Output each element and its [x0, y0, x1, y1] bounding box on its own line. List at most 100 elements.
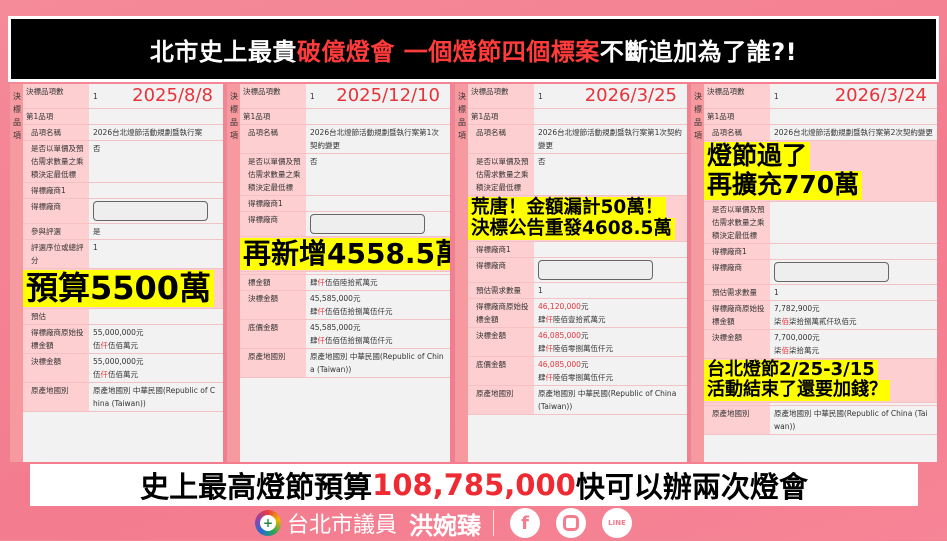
table-row: 得標廠商: [23, 199, 223, 224]
table-row: 品項名稱 2026台北燈節活動規劃暨執行案: [23, 125, 223, 141]
value-segment: 46,085,000: [538, 359, 581, 369]
table-row: 得標廠商: [240, 212, 450, 237]
facebook-icon[interactable]: f: [510, 508, 541, 538]
value-segment: 1: [538, 285, 543, 295]
row-label: 得標廠商: [468, 257, 534, 282]
row-label: 得標廠商1: [240, 196, 306, 211]
headline-segment: 北市史上最貴: [149, 37, 297, 66]
table-row: 得標廠商1: [704, 243, 937, 260]
row-label: 決標金額: [468, 327, 534, 356]
row-value: [534, 258, 687, 282]
value-segment: 45,585,000元: [310, 294, 361, 304]
highlight-period-2: 活動結束了還要加錢？: [704, 379, 890, 401]
tender-panel-2: 決標品項決標品項數 1 2025/12/10 第1品項 品項名稱 2026台北燈節活動規劃…: [227, 84, 450, 462]
value-segment: 肆: [310, 336, 318, 346]
row-label: 得標廠商: [240, 212, 306, 236]
summary-caption: 史上最高燈節預算 108,785,000 快可以辦兩次燈會: [30, 464, 918, 506]
value-segment: 仟: [100, 340, 109, 350]
highlight-absurd-2: 決標公告重發4608.5萬: [468, 218, 675, 240]
value-segment: 仟: [545, 314, 554, 324]
redacted-vendor-box: [310, 214, 425, 234]
row-value: 7,700,000元 柒佰柒拾萬元: [770, 330, 937, 358]
row-value: 否: [306, 154, 450, 195]
table-row: 是否以單價及預估需求數量之乘積決定最低標否: [468, 154, 687, 196]
value-segment: 1: [774, 287, 779, 297]
side-label: 決標品項: [692, 84, 704, 462]
value-segment: 是: [93, 227, 101, 236]
caption-prefix: 史上最高燈節預算: [140, 470, 373, 504]
row-value: [306, 196, 450, 211]
row-label: 是否以單價及預估需求數量之乘積決定最低標: [704, 201, 770, 243]
value-segment: 伍佰萬元: [108, 340, 138, 350]
value-segment: 伍佰伍拾捌萬伍仟元: [325, 307, 393, 317]
row-value: 55,000,000元 伍仟伍佰萬元: [89, 354, 223, 382]
table-row: 底價金額 46,085,000元 肆仟陸佰零捌萬伍仟元: [468, 356, 687, 386]
value-segment: 肆: [538, 343, 546, 353]
panel-date-1: 2025/8/8: [132, 85, 213, 106]
side-label: 決標品項: [11, 84, 23, 462]
value-segment: 仟: [545, 372, 554, 382]
row-value: 46,085,000元 肆仟陸佰零捌萬伍仟元: [534, 328, 687, 356]
table-row: 預估需求數量 1: [704, 284, 937, 301]
row-value: 1 2025/8/8: [89, 84, 223, 108]
redacted-vendor-box: [93, 201, 208, 221]
row-label: 得標廠商原始投標金額: [23, 324, 89, 353]
row-label: 底價金額: [240, 320, 306, 349]
value-segment: 1: [774, 91, 779, 101]
value-segment: 伍佰萬元: [108, 369, 138, 379]
table-row: 得標廠商: [704, 259, 937, 285]
headline-banner: 北市史上最貴 破億燈會 一個燈節四個標案 不斷追加為了誰?!: [8, 16, 939, 82]
row-label: 品項名稱: [468, 125, 534, 153]
row-value: [770, 244, 937, 259]
table-row: 預估: [23, 308, 223, 325]
line-icon[interactable]: LINE: [602, 508, 633, 538]
row-value: 2026台北燈節活動規劃暨執行案: [89, 125, 223, 140]
row-label: 得標廠商原始投標金額: [704, 300, 770, 329]
footer-title: 台北市議員: [287, 513, 398, 538]
highlight-after-2: 再擴充770萬: [704, 170, 863, 200]
table-row: 決標金額 45,585,000元 肆仟伍佰伍拾捌萬伍仟元: [240, 291, 450, 321]
panel-date-3: 2026/3/25: [584, 85, 677, 106]
value-segment: 7,782,900元: [774, 303, 820, 313]
row-value: [770, 109, 937, 124]
row-label: [704, 402, 770, 405]
table-row: 第1品項: [240, 109, 450, 125]
row-value: 7,782,900元 柒佰柒拾捌萬貳仟玖佰元: [770, 301, 937, 329]
value-segment: 2026台北燈節活動規劃暨執行案第1次契約變更: [538, 128, 682, 150]
panel-date-4: 2026/3/24: [834, 85, 927, 106]
instagram-icon[interactable]: [556, 508, 587, 538]
row-label: 決標金額: [23, 353, 89, 382]
value-segment: 仟: [100, 369, 109, 379]
row-label: 得標廠商: [23, 199, 89, 223]
row-value: [89, 199, 223, 223]
highlight-added-block: 再新增4558.5萬: [240, 237, 450, 273]
value-segment: 46,085,000: [538, 330, 581, 340]
row-value: [770, 403, 937, 405]
value-segment: 否: [310, 157, 318, 166]
value-segment: 元: [580, 301, 589, 311]
row-label: 第1品項: [240, 109, 306, 124]
row-label: 決標品項數: [240, 84, 306, 108]
table-row: 預估需求數量 1: [468, 282, 687, 299]
value-segment: 2026台北燈節活動規劃暨執行案: [93, 128, 203, 137]
row-value: [89, 183, 223, 198]
value-segment: 原產地國別 中華民國(Republic of China (Taiwan)): [538, 388, 677, 411]
value-segment: 伍佰陸拾貳萬元: [325, 278, 378, 288]
value-segment: 否: [93, 144, 101, 153]
row-value: 55,000,000元 伍仟伍佰萬元: [89, 325, 223, 353]
table-row: 原產地國別 原產地國別 中華民國(Republic of China (Taiwa…: [23, 382, 223, 412]
row-value: [306, 212, 450, 236]
table-row: 原產地國別 原產地國別 中華民國(Republic of China (Taiwa…: [468, 385, 687, 415]
redacted-vendor-box: [774, 261, 889, 282]
row-label: [240, 272, 306, 275]
row-label: 決標品項數: [468, 84, 534, 108]
footer-divider: [493, 510, 495, 536]
table-row: 第1品項: [468, 109, 687, 125]
highlight-absurd-1: 荒唐！金額漏計50萬！: [468, 197, 667, 219]
row-value: 1 2025/12/10: [306, 84, 450, 108]
row-label: 品項名稱: [23, 125, 89, 140]
highlight-added: 再新增4558.5萬: [240, 237, 450, 271]
highlight-after-block: 燈節過了 再擴充770萬: [704, 141, 937, 202]
row-label: 得標廠商原始投標金額: [468, 298, 534, 327]
tender-panel-3: 決標品項決標品項數 1 2026/3/25 第1品項 品項名稱 2026台北燈節活動規劃暨…: [455, 84, 687, 462]
